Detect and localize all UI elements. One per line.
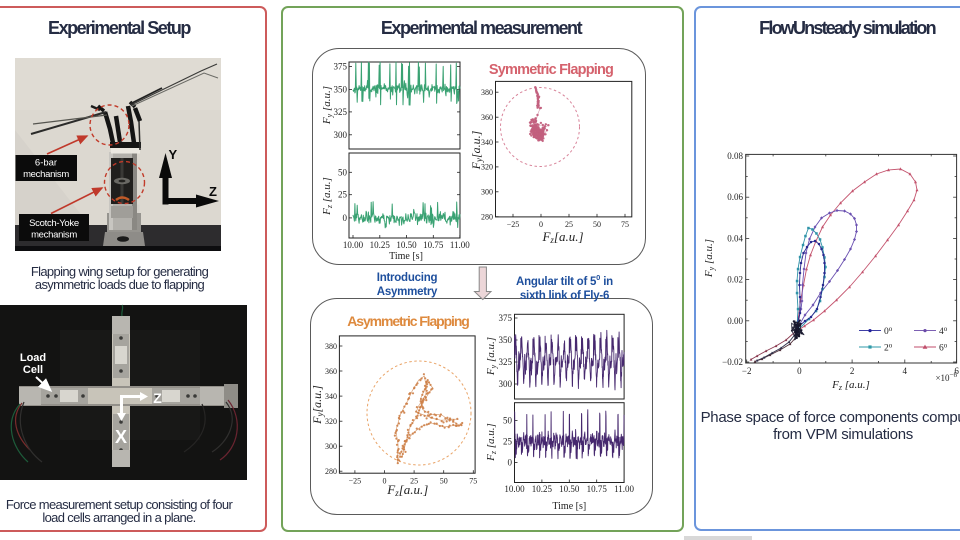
- svg-text:300: 300: [325, 442, 337, 451]
- svg-text:X: X: [115, 427, 127, 447]
- svg-text:320: 320: [325, 417, 337, 426]
- svg-text:Time [s]: Time [s]: [552, 501, 586, 512]
- svg-text:Load: Load: [20, 352, 46, 364]
- svg-text:11.00: 11.00: [450, 240, 470, 250]
- svg-text:0: 0: [343, 213, 348, 223]
- svg-text:6: 6: [954, 366, 959, 376]
- svg-text:Fz[a.u.]: Fz[a.u.]: [386, 482, 428, 498]
- svg-text:350: 350: [334, 85, 348, 95]
- svg-text:6o: 6o: [939, 341, 948, 353]
- svg-text:Cell: Cell: [23, 364, 43, 376]
- svg-text:0: 0: [383, 477, 387, 486]
- svg-text:325: 325: [499, 357, 513, 367]
- svg-text:4: 4: [903, 366, 908, 376]
- svg-text:340: 340: [325, 392, 337, 401]
- svg-text:Fy [a.u.]: Fy [a.u.]: [703, 239, 716, 278]
- svg-text:360: 360: [481, 113, 493, 122]
- svg-text:Z: Z: [153, 390, 162, 406]
- svg-text:375: 375: [334, 62, 348, 72]
- svg-text:75: 75: [469, 477, 477, 486]
- svg-text:mechanism: mechanism: [31, 230, 77, 241]
- svg-text:Y: Y: [169, 147, 178, 162]
- svg-text:320: 320: [481, 163, 493, 172]
- svg-text:Fy [a.u.]: Fy [a.u.]: [485, 337, 498, 376]
- svg-text:50: 50: [440, 477, 448, 486]
- svg-text:0: 0: [797, 366, 802, 376]
- svg-text:6-bar: 6-bar: [35, 158, 57, 169]
- svg-text:0.02: 0.02: [727, 275, 743, 285]
- svg-text:Fy [a.u.]: Fy [a.u.]: [321, 86, 334, 125]
- svg-text:10.50: 10.50: [396, 240, 417, 250]
- svg-text:50: 50: [593, 220, 601, 229]
- svg-text:−25: −25: [507, 220, 520, 229]
- svg-text:280: 280: [325, 467, 337, 476]
- svg-text:Z: Z: [209, 184, 217, 199]
- svg-text:75: 75: [621, 220, 629, 229]
- svg-text:10.50: 10.50: [559, 484, 580, 494]
- svg-text:325: 325: [334, 107, 348, 117]
- svg-text:Fz [a.u.]: Fz [a.u.]: [831, 379, 870, 392]
- svg-text:300: 300: [334, 130, 348, 140]
- svg-text:4o: 4o: [939, 325, 948, 337]
- svg-text:300: 300: [481, 188, 493, 197]
- svg-text:0: 0: [508, 458, 513, 468]
- svg-text:Scotch-Yoke: Scotch-Yoke: [29, 218, 79, 229]
- svg-text:0o: 0o: [884, 325, 893, 337]
- svg-text:350: 350: [499, 335, 513, 345]
- svg-text:−0.02: −0.02: [722, 357, 743, 367]
- svg-text:mechanism: mechanism: [23, 169, 69, 180]
- svg-text:Fz [a.u.]: Fz [a.u.]: [485, 423, 498, 462]
- svg-text:25: 25: [503, 437, 513, 447]
- svg-text:10.25: 10.25: [532, 484, 553, 494]
- svg-text:10.25: 10.25: [370, 240, 391, 250]
- svg-text:0: 0: [539, 220, 543, 229]
- svg-text:−2: −2: [742, 366, 752, 376]
- svg-text:Time [s]: Time [s]: [389, 251, 423, 262]
- svg-text:10.75: 10.75: [423, 240, 444, 250]
- svg-text:Fy[a.u.]: Fy[a.u.]: [310, 385, 325, 425]
- svg-text:380: 380: [481, 88, 493, 97]
- svg-text:Fz[a.u.]: Fz[a.u.]: [541, 229, 583, 245]
- svg-text:0.00: 0.00: [727, 316, 743, 326]
- svg-text:25: 25: [338, 190, 348, 200]
- svg-text:375: 375: [499, 313, 513, 323]
- svg-text:2: 2: [850, 366, 855, 376]
- svg-text:340: 340: [481, 138, 493, 147]
- svg-text:10.00: 10.00: [504, 484, 525, 494]
- svg-text:Fz [a.u.]: Fz [a.u.]: [321, 177, 334, 216]
- svg-text:380: 380: [325, 342, 337, 351]
- svg-text:25: 25: [565, 220, 573, 229]
- svg-text:11.00: 11.00: [614, 484, 634, 494]
- svg-text:25: 25: [410, 477, 418, 486]
- svg-text:−25: −25: [349, 477, 362, 486]
- svg-text:10.75: 10.75: [587, 484, 608, 494]
- svg-text:2o: 2o: [884, 341, 893, 353]
- svg-text:280: 280: [481, 213, 493, 222]
- svg-text:50: 50: [338, 167, 348, 177]
- svg-text:10.00: 10.00: [343, 240, 364, 250]
- svg-text:×10−6: ×10−6: [935, 371, 957, 383]
- svg-text:0.08: 0.08: [727, 151, 743, 161]
- svg-text:0.06: 0.06: [727, 192, 743, 202]
- svg-text:50: 50: [503, 416, 513, 426]
- svg-text:Fy[a.u.]: Fy[a.u.]: [469, 130, 484, 170]
- svg-text:0.04: 0.04: [727, 233, 743, 243]
- svg-text:300: 300: [499, 379, 513, 389]
- svg-text:360: 360: [325, 367, 337, 376]
